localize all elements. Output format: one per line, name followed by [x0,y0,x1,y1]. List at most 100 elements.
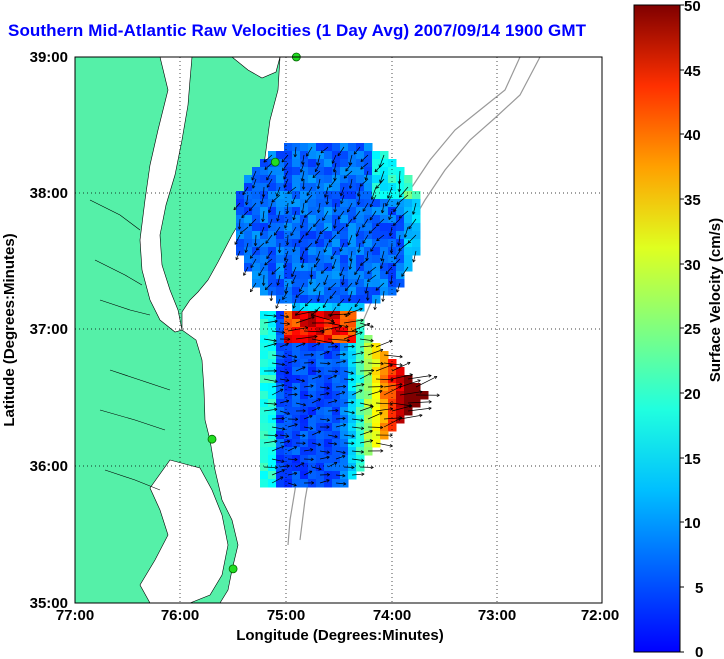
velocity-arrowhead [393,210,397,213]
velocity-arrow [351,361,365,364]
velocity-arrowhead [399,195,403,198]
velocity-arrow [260,194,265,205]
velocity-arrow [322,210,329,221]
velocity-arrow [305,226,313,236]
velocity-arrowhead [376,186,380,189]
velocity-arrowhead [330,343,334,345]
velocity-cell [276,423,285,432]
velocity-cell [332,431,341,440]
velocity-cell [276,279,285,288]
velocity-arrowhead [286,464,290,467]
velocity-arrowhead [380,384,384,387]
velocity-arrowhead [310,360,314,363]
velocity-cell [300,343,309,352]
velocity-arrowhead [342,423,346,425]
velocity-arrowhead [336,230,339,234]
velocity-cell [340,199,349,208]
velocity-arrowhead [380,363,384,366]
velocity-arrow [317,290,321,302]
velocity-arrowhead [310,281,313,285]
velocity-arrow [263,314,277,317]
velocity-arrow [271,388,284,396]
velocity-arrow [311,375,322,380]
velocity-arrow [366,250,369,261]
velocity-arrowhead [342,359,346,362]
velocity-cell [340,303,349,312]
velocity-arrowhead [291,281,295,285]
velocity-arrow [331,154,337,164]
velocity-arrowhead [367,323,371,327]
velocity-arrow [324,186,329,198]
velocity-cell [316,407,325,416]
velocity-cell [340,175,349,184]
velocity-arrowhead [326,425,330,428]
velocity-arrowhead [367,297,370,301]
velocity-arrowhead [380,361,384,365]
velocity-arrowhead [328,286,330,291]
velocity-arrowhead [281,418,285,421]
velocity-arrow [318,202,321,213]
velocity-arrowhead [262,219,265,222]
velocity-arrowhead [318,467,322,470]
velocity-cell [292,327,301,336]
velocity-arrow [284,218,289,229]
velocity-arrow [319,392,330,396]
velocity-arrowhead [387,196,391,199]
velocity-cell [284,143,293,152]
velocity-cell [260,479,269,488]
velocity-arrowhead [310,449,314,452]
velocity-arrowhead [389,281,392,285]
velocity-cell [316,343,325,352]
velocity-cell [316,263,325,272]
velocity-arrowhead [317,407,321,411]
velocity-cell [396,367,405,376]
velocity-cell [356,167,365,176]
velocity-arrow [270,290,273,301]
velocity-cell [356,359,365,368]
velocity-arrowhead [300,178,303,182]
velocity-cell [356,255,365,264]
velocity-cell [388,263,397,272]
velocity-arrow [303,394,313,397]
velocity-arrow [367,266,377,274]
velocity-cell [324,223,333,232]
velocity-cell [300,143,309,152]
velocity-cell [284,367,293,376]
velocity-arrow [295,335,318,340]
velocity-cell [316,279,325,288]
velocity-arrowhead [294,483,297,486]
velocity-arrow [391,402,413,407]
velocity-arrow [351,323,371,332]
velocity-arrowhead [371,368,375,371]
velocity-cell [348,271,357,280]
velocity-arrowhead [346,338,350,341]
velocity-arrow [282,162,289,171]
velocity-arrow [357,186,361,197]
velocity-cell [260,255,269,264]
velocity-arrowhead [277,249,280,253]
velocity-arrowhead [362,209,366,212]
velocity-arrow [339,266,345,276]
velocity-arrowhead [233,208,237,211]
y-tick: 37:00 [30,321,68,338]
velocity-arrow [391,374,413,380]
velocity-cell [364,191,373,200]
velocity-arrowhead [349,162,352,166]
velocity-cell [316,271,325,280]
velocity-arrow [249,218,257,227]
velocity-arrowhead [244,249,246,253]
velocity-cell [388,255,397,264]
velocity-arrowhead [271,199,274,203]
velocity-arrowhead [264,286,267,290]
velocity-arrowhead [320,270,323,274]
velocity-arrow [351,389,363,396]
velocity-arrow [334,218,337,229]
velocity-arrowhead [381,298,384,302]
velocity-arrowhead [345,289,349,292]
velocity-arrow [311,466,322,470]
velocity-arrowhead [234,242,238,245]
velocity-arrowhead [286,378,290,381]
velocity-arrowhead [361,473,365,476]
velocity-arrow [343,410,355,414]
velocity-arrowhead [345,326,349,329]
